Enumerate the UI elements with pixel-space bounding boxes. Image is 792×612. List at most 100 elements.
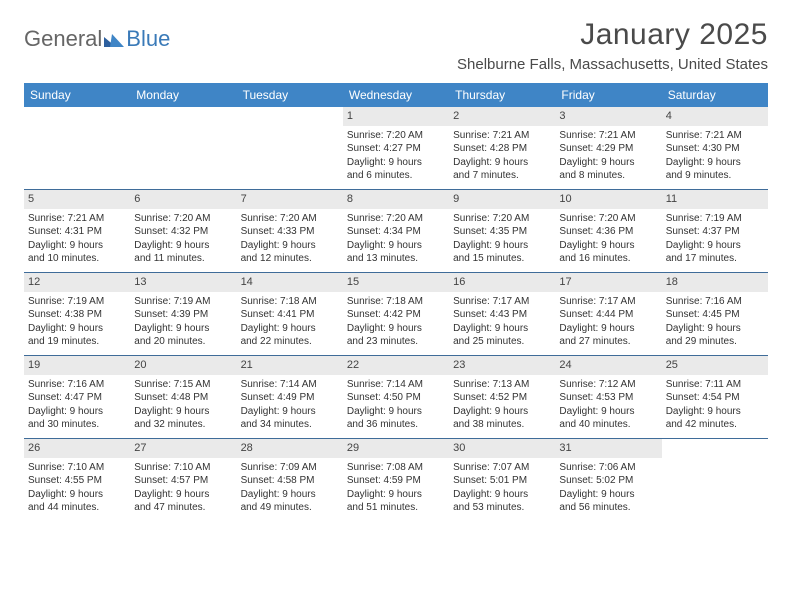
day-cell: 5Sunrise: 7:21 AMSunset: 4:31 PMDaylight… xyxy=(24,190,130,272)
day-number: 15 xyxy=(343,273,449,292)
daylight-text-2: and 49 minutes. xyxy=(241,501,339,515)
daylight-text-1: Daylight: 9 hours xyxy=(453,156,551,170)
sunset-text: Sunset: 4:43 PM xyxy=(453,308,551,322)
daylight-text-2: and 40 minutes. xyxy=(559,418,657,432)
sunrise-text: Sunrise: 7:13 AM xyxy=(453,378,551,392)
day-number: 9 xyxy=(449,190,555,209)
day-cell: 31Sunrise: 7:06 AMSunset: 5:02 PMDayligh… xyxy=(555,439,661,521)
daylight-text-1: Daylight: 9 hours xyxy=(241,322,339,336)
sunset-text: Sunset: 4:37 PM xyxy=(666,225,764,239)
day-number: 31 xyxy=(555,439,661,458)
month-title: January 2025 xyxy=(457,18,768,52)
day-number: 19 xyxy=(24,356,130,375)
sunrise-text: Sunrise: 7:19 AM xyxy=(666,212,764,226)
daylight-text-1: Daylight: 9 hours xyxy=(347,156,445,170)
sunset-text: Sunset: 4:29 PM xyxy=(559,142,657,156)
sunset-text: Sunset: 4:38 PM xyxy=(28,308,126,322)
daylight-text-1: Daylight: 9 hours xyxy=(28,322,126,336)
weekday-header-row: SundayMondayTuesdayWednesdayThursdayFrid… xyxy=(24,83,768,107)
day-cell: 9Sunrise: 7:20 AMSunset: 4:35 PMDaylight… xyxy=(449,190,555,272)
day-number: 24 xyxy=(555,356,661,375)
day-cell: 10Sunrise: 7:20 AMSunset: 4:36 PMDayligh… xyxy=(555,190,661,272)
day-number: 29 xyxy=(343,439,449,458)
daylight-text-2: and 8 minutes. xyxy=(559,169,657,183)
day-number: 20 xyxy=(130,356,236,375)
sunrise-text: Sunrise: 7:14 AM xyxy=(241,378,339,392)
sunrise-text: Sunrise: 7:18 AM xyxy=(241,295,339,309)
sunset-text: Sunset: 4:28 PM xyxy=(453,142,551,156)
weekday-header-cell: Wednesday xyxy=(343,83,449,107)
week-row: 5Sunrise: 7:21 AMSunset: 4:31 PMDaylight… xyxy=(24,190,768,273)
daylight-text-2: and 7 minutes. xyxy=(453,169,551,183)
daylight-text-2: and 23 minutes. xyxy=(347,335,445,349)
day-number: 11 xyxy=(662,190,768,209)
daylight-text-2: and 56 minutes. xyxy=(559,501,657,515)
location-text: Shelburne Falls, Massachusetts, United S… xyxy=(457,56,768,73)
daylight-text-1: Daylight: 9 hours xyxy=(347,239,445,253)
day-number: 27 xyxy=(130,439,236,458)
day-cell: 30Sunrise: 7:07 AMSunset: 5:01 PMDayligh… xyxy=(449,439,555,521)
title-block: January 2025 Shelburne Falls, Massachuse… xyxy=(457,18,768,73)
daylight-text-1: Daylight: 9 hours xyxy=(347,322,445,336)
daylight-text-2: and 36 minutes. xyxy=(347,418,445,432)
sunset-text: Sunset: 4:58 PM xyxy=(241,474,339,488)
sunset-text: Sunset: 4:53 PM xyxy=(559,391,657,405)
daylight-text-1: Daylight: 9 hours xyxy=(134,322,232,336)
sunrise-text: Sunrise: 7:19 AM xyxy=(28,295,126,309)
day-cell: 16Sunrise: 7:17 AMSunset: 4:43 PMDayligh… xyxy=(449,273,555,355)
day-cell: 3Sunrise: 7:21 AMSunset: 4:29 PMDaylight… xyxy=(555,107,661,189)
sunrise-text: Sunrise: 7:20 AM xyxy=(559,212,657,226)
sunset-text: Sunset: 4:36 PM xyxy=(559,225,657,239)
sunset-text: Sunset: 4:59 PM xyxy=(347,474,445,488)
weekday-header-cell: Friday xyxy=(555,83,661,107)
week-row: 1Sunrise: 7:20 AMSunset: 4:27 PMDaylight… xyxy=(24,107,768,190)
weekday-header-cell: Thursday xyxy=(449,83,555,107)
weekday-header-cell: Tuesday xyxy=(237,83,343,107)
sunset-text: Sunset: 4:54 PM xyxy=(666,391,764,405)
sunrise-text: Sunrise: 7:20 AM xyxy=(347,129,445,143)
day-cell: 27Sunrise: 7:10 AMSunset: 4:57 PMDayligh… xyxy=(130,439,236,521)
sunrise-text: Sunrise: 7:18 AM xyxy=(347,295,445,309)
weekday-header-cell: Sunday xyxy=(24,83,130,107)
sunrise-text: Sunrise: 7:20 AM xyxy=(347,212,445,226)
day-number: 21 xyxy=(237,356,343,375)
sunrise-text: Sunrise: 7:11 AM xyxy=(666,378,764,392)
day-number: 2 xyxy=(449,107,555,126)
sunrise-text: Sunrise: 7:19 AM xyxy=(134,295,232,309)
day-cell: 28Sunrise: 7:09 AMSunset: 4:58 PMDayligh… xyxy=(237,439,343,521)
day-cell: 18Sunrise: 7:16 AMSunset: 4:45 PMDayligh… xyxy=(662,273,768,355)
sunset-text: Sunset: 4:49 PM xyxy=(241,391,339,405)
weeks-container: 1Sunrise: 7:20 AMSunset: 4:27 PMDaylight… xyxy=(24,107,768,521)
daylight-text-2: and 12 minutes. xyxy=(241,252,339,266)
daylight-text-2: and 22 minutes. xyxy=(241,335,339,349)
day-number: 16 xyxy=(449,273,555,292)
sunrise-text: Sunrise: 7:12 AM xyxy=(559,378,657,392)
daylight-text-2: and 32 minutes. xyxy=(134,418,232,432)
daylight-text-2: and 42 minutes. xyxy=(666,418,764,432)
sunset-text: Sunset: 4:41 PM xyxy=(241,308,339,322)
daylight-text-2: and 19 minutes. xyxy=(28,335,126,349)
daylight-text-1: Daylight: 9 hours xyxy=(559,322,657,336)
day-number: 18 xyxy=(662,273,768,292)
sunrise-text: Sunrise: 7:06 AM xyxy=(559,461,657,475)
day-number: 28 xyxy=(237,439,343,458)
empty-cell xyxy=(130,107,236,189)
daylight-text-1: Daylight: 9 hours xyxy=(559,405,657,419)
day-cell: 1Sunrise: 7:20 AMSunset: 4:27 PMDaylight… xyxy=(343,107,449,189)
sunrise-text: Sunrise: 7:08 AM xyxy=(347,461,445,475)
week-row: 12Sunrise: 7:19 AMSunset: 4:38 PMDayligh… xyxy=(24,273,768,356)
day-cell: 20Sunrise: 7:15 AMSunset: 4:48 PMDayligh… xyxy=(130,356,236,438)
day-number: 26 xyxy=(24,439,130,458)
empty-cell xyxy=(24,107,130,189)
daylight-text-1: Daylight: 9 hours xyxy=(453,239,551,253)
sunset-text: Sunset: 4:48 PM xyxy=(134,391,232,405)
daylight-text-2: and 53 minutes. xyxy=(453,501,551,515)
day-cell: 7Sunrise: 7:20 AMSunset: 4:33 PMDaylight… xyxy=(237,190,343,272)
day-cell: 8Sunrise: 7:20 AMSunset: 4:34 PMDaylight… xyxy=(343,190,449,272)
day-number: 4 xyxy=(662,107,768,126)
sunrise-text: Sunrise: 7:21 AM xyxy=(453,129,551,143)
sunset-text: Sunset: 4:57 PM xyxy=(134,474,232,488)
daylight-text-2: and 30 minutes. xyxy=(28,418,126,432)
daylight-text-1: Daylight: 9 hours xyxy=(134,239,232,253)
daylight-text-2: and 11 minutes. xyxy=(134,252,232,266)
